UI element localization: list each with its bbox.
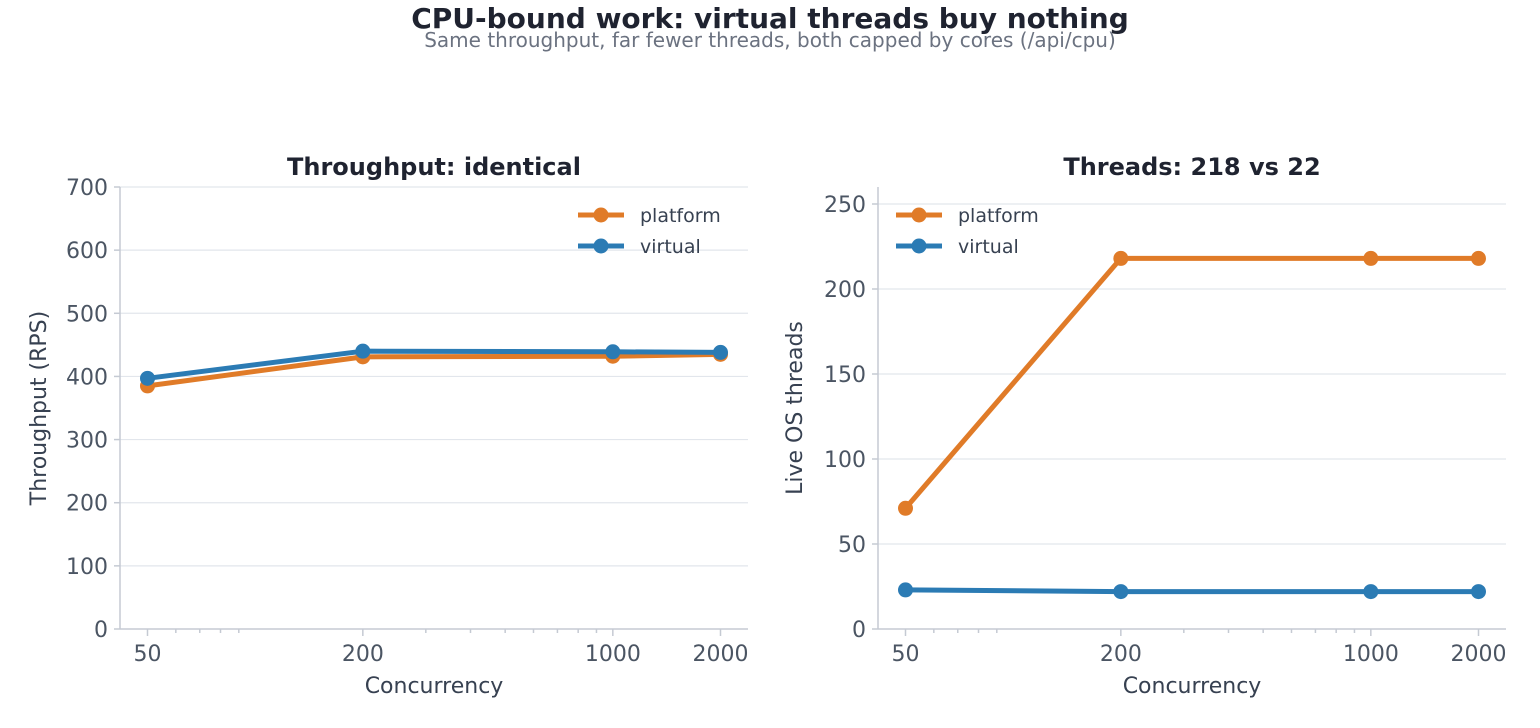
ytick-label: 250 [824,193,866,218]
data-point-virtual [1363,584,1379,600]
ytick-label: 100 [66,555,108,580]
series-line-platform [145,351,723,389]
ytick-label: 0 [94,618,108,643]
panel-title: Throughput: identical [287,153,581,181]
legend-label: platform [640,205,721,227]
xtick-label: 50 [134,642,162,667]
ytick-label: 100 [824,448,866,473]
xtick-label: 200 [1100,642,1142,667]
xtick-label: 50 [892,642,920,667]
series-line-virtual [145,348,723,381]
figure-subtitle: Same throughput, far fewer threads, both… [424,28,1116,52]
x-axis-label: Concurrency [1123,674,1262,699]
xtick-label: 2000 [692,642,748,667]
xtick-label: 1000 [1343,642,1399,667]
data-point-virtual [712,344,728,360]
legend-swatch-marker [911,238,927,254]
data-point-virtual [1470,584,1486,600]
ytick-label: 500 [66,302,108,327]
data-point-platform [1113,250,1129,266]
x-axis-label: Concurrency [365,674,504,699]
ytick-label: 700 [66,176,108,201]
ytick-label: 200 [824,278,866,303]
data-point-virtual [355,343,371,359]
ytick-label: 300 [66,429,108,454]
ytick-label: 600 [66,239,108,264]
panel-title: Threads: 218 vs 22 [1063,153,1320,181]
data-point-virtual [605,344,621,360]
data-point-platform [1363,250,1379,266]
figure-title: CPU-bound work: virtual threads buy noth… [411,2,1129,35]
legend-swatch-marker [593,238,609,254]
data-point-platform [1470,250,1486,266]
legend-label: platform [958,205,1039,227]
y-axis-label: Throughput (RPS) [27,311,52,506]
legend-label: virtual [640,236,701,258]
ytick-label: 400 [66,365,108,390]
xtick-label: 1000 [585,642,641,667]
ytick-label: 0 [852,618,866,643]
throughput-panel: 0 100 200 300 400 500 600 700 50 200 1000 2000 Throu… [27,153,748,699]
ytick-label: 150 [824,363,866,388]
data-point-virtual [1113,584,1129,600]
legend-swatch-marker [593,207,609,223]
threads-panel: 0 50 100 150 200 250 50 200 1000 2000 Threads: 218… [783,153,1506,699]
data-point-platform [898,500,914,516]
legend-swatch-marker [911,207,927,223]
series-line-virtual [903,587,1481,595]
data-point-virtual [140,370,156,386]
ytick-label: 50 [838,533,866,558]
y-axis-label: Live OS threads [783,321,808,495]
legend-label: virtual [958,236,1019,258]
series-line-platform [903,255,1481,511]
xtick-label: 200 [342,642,384,667]
xtick-label: 2000 [1450,642,1506,667]
data-point-virtual [898,582,914,598]
ytick-label: 200 [66,492,108,517]
